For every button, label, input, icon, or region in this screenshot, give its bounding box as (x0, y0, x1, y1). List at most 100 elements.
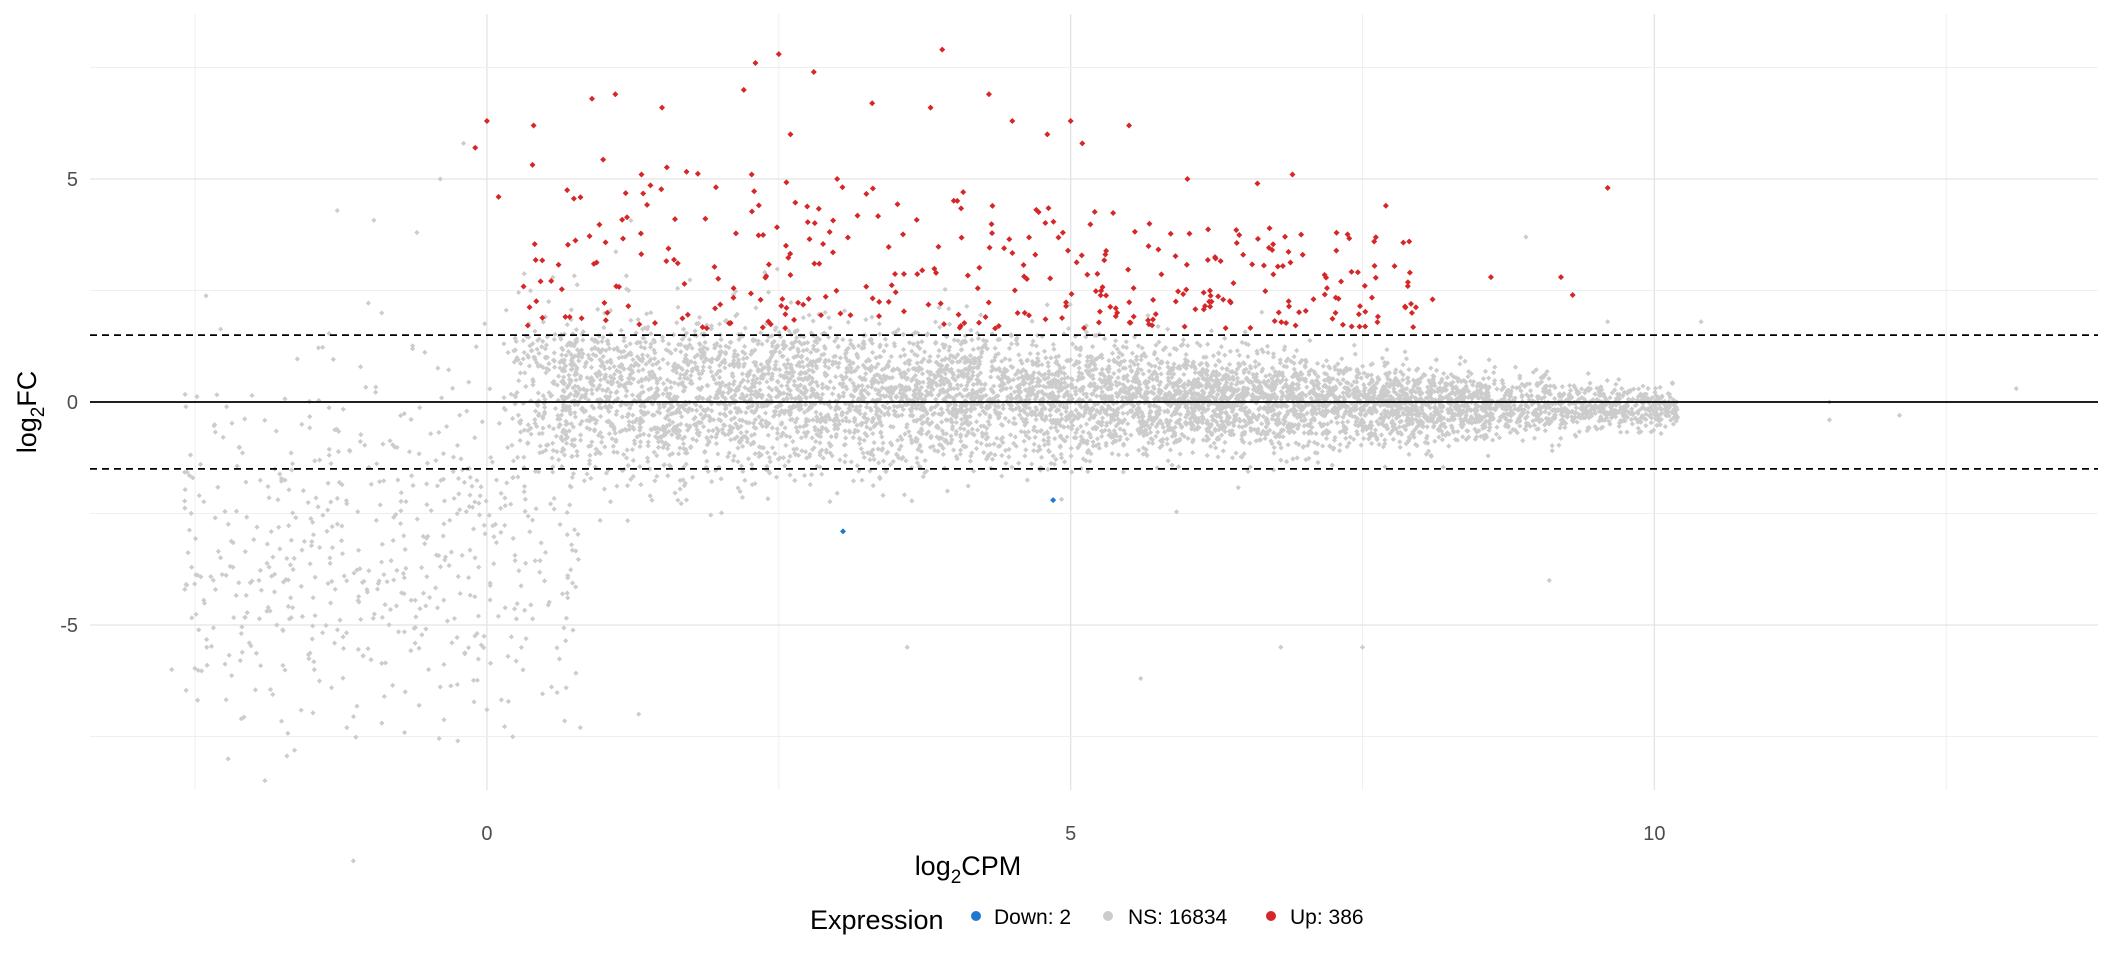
ns-point (535, 337, 541, 344)
ns-point (1090, 439, 1096, 445)
ns-point (1200, 366, 1206, 372)
ns-point (1464, 418, 1470, 424)
ns-point (787, 472, 793, 478)
ns-point (672, 361, 678, 367)
ns-point (1512, 364, 1519, 370)
ns-point (605, 341, 611, 347)
ns-point (870, 452, 876, 458)
ns-point (707, 418, 713, 424)
ns-point (810, 346, 817, 352)
ns-point (1253, 438, 1259, 444)
ns-point (735, 425, 741, 432)
ns-point (1355, 393, 1361, 399)
ns-point (587, 458, 593, 464)
ns-point (723, 317, 729, 323)
ns-point (934, 360, 940, 366)
ns-point (902, 352, 908, 358)
ns-point (1092, 387, 1098, 394)
ns-point (1256, 361, 1262, 367)
ns-point (919, 339, 925, 345)
ns-point (877, 414, 883, 420)
ns-point (763, 424, 770, 430)
ns-point (814, 414, 820, 420)
ns-point (689, 366, 696, 372)
ns-point (1391, 378, 1397, 384)
ns-point (991, 357, 997, 363)
ns-point (1164, 407, 1171, 414)
ns-point (955, 338, 961, 344)
ns-point (630, 357, 636, 363)
ns-point (1144, 384, 1150, 391)
ns-point (1185, 435, 1191, 442)
ns-point (1018, 428, 1024, 435)
ns-point (687, 423, 693, 429)
ns-point (1594, 396, 1600, 403)
ns-point (797, 383, 803, 389)
ns-point (962, 354, 968, 360)
ns-point (1405, 438, 1411, 444)
ns-point (1303, 357, 1309, 363)
ns-point (876, 407, 882, 413)
ns-point (787, 417, 794, 423)
ns-point (965, 379, 971, 385)
ns-point (571, 443, 577, 449)
ns-point (684, 357, 690, 363)
ns-point (1430, 377, 1436, 383)
ns-point (591, 405, 597, 411)
ns-point (1667, 394, 1673, 400)
ns-point (1547, 383, 1553, 389)
ns-point (1388, 408, 1395, 415)
ns-point (1105, 369, 1112, 375)
ns-point (713, 356, 720, 363)
ns-point (843, 355, 849, 361)
ns-point (1340, 390, 1346, 396)
ns-point (1153, 423, 1159, 430)
ns-point (526, 321, 532, 327)
ns-point (1413, 442, 1419, 448)
ns-point (1114, 346, 1120, 352)
ns-point (1507, 429, 1513, 436)
ns-point (854, 352, 860, 359)
ns-point (1544, 368, 1550, 375)
ns-point (735, 387, 741, 393)
ns-point (1113, 423, 1119, 429)
ns-point (1117, 362, 1123, 368)
ns-point (962, 403, 969, 409)
ns-point (979, 345, 985, 351)
ns-point (597, 382, 603, 388)
ns-point (1252, 385, 1258, 391)
ns-point (773, 474, 780, 480)
ns-point (951, 397, 957, 403)
ns-point (1111, 370, 1117, 377)
ns-point (1029, 318, 1035, 324)
ns-point (1463, 436, 1469, 443)
ns-point (692, 354, 698, 360)
ns-point (1578, 401, 1584, 407)
ns-point (715, 368, 722, 374)
ns-point (1347, 434, 1353, 440)
ns-point (1093, 366, 1099, 372)
ns-point (639, 358, 645, 364)
ns-point (1267, 372, 1273, 378)
ns-point (941, 389, 947, 395)
ns-point (1370, 390, 1377, 396)
ns-point (1385, 403, 1392, 409)
ns-point (1482, 424, 1488, 430)
ns-point (842, 441, 848, 448)
ns-point (568, 421, 574, 427)
ns-point (611, 427, 617, 433)
ns-point (1211, 408, 1217, 415)
ns-point (1635, 417, 1641, 424)
ns-point (957, 451, 964, 457)
ns-point (670, 367, 676, 374)
ns-point (1293, 440, 1299, 446)
ns-point (1078, 434, 1084, 440)
ns-point (984, 346, 990, 352)
ns-point (535, 363, 541, 369)
ns-point (1026, 396, 1032, 402)
ns-point (980, 393, 986, 399)
ns-point (682, 450, 689, 456)
ns-point (1665, 391, 1671, 397)
ns-point (1523, 420, 1529, 426)
ns-point (672, 490, 678, 496)
